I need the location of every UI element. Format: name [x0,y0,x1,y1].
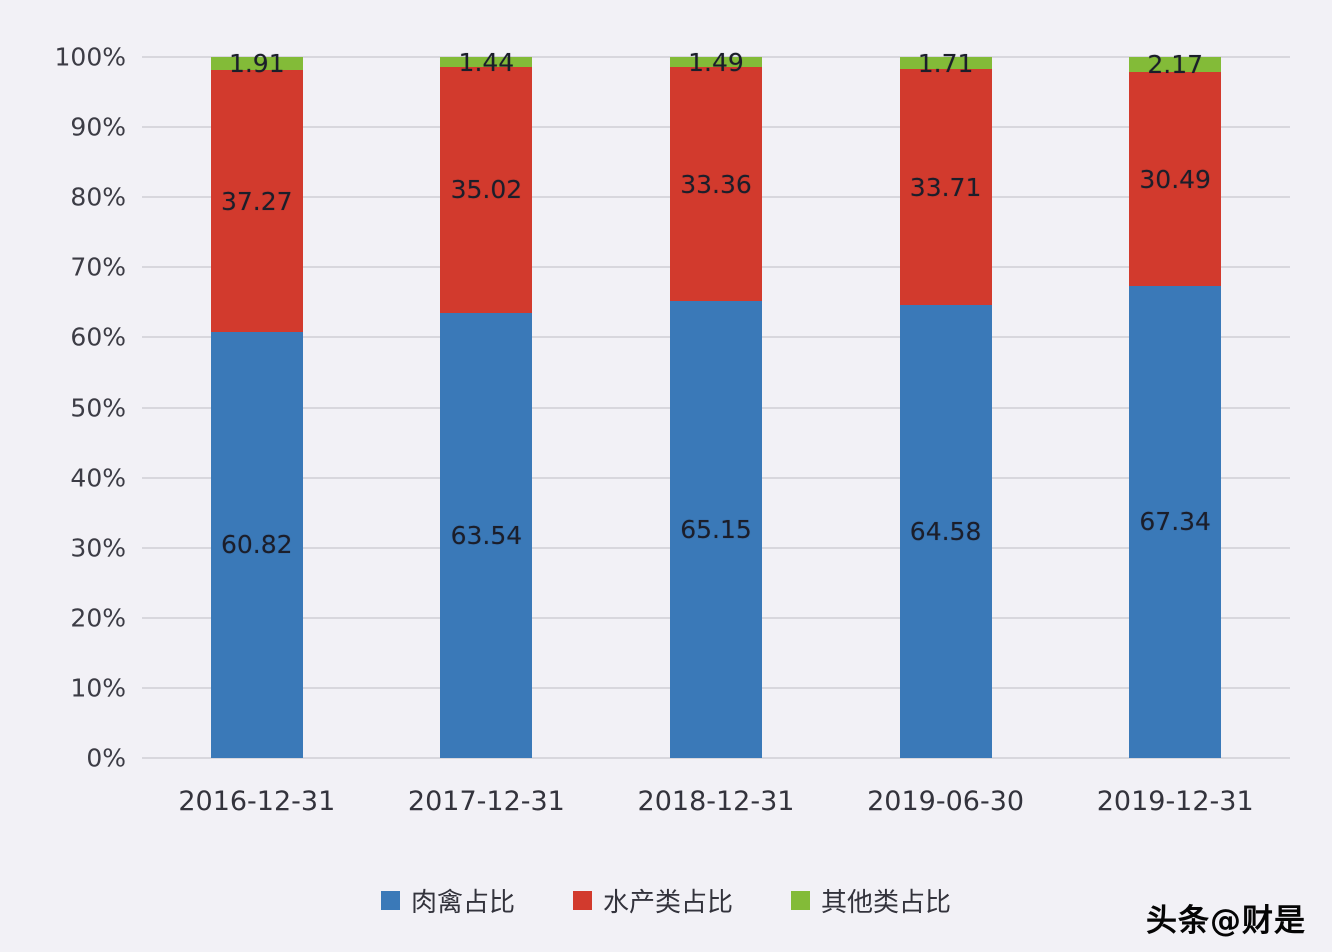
legend-item: 水产类占比 [572,882,733,919]
legend-swatch-icon [380,891,400,910]
x-tick-label: 2016-12-31 [178,786,336,817]
stacked-bar: 65.15 33.36 1.49 [669,48,762,758]
bar-value-label: 2.17 [1147,50,1204,80]
y-tick-label: 20% [70,603,126,633]
y-tick-label: 10% [70,673,126,703]
y-tick-label: 50% [70,393,126,422]
stacked-bar: 64.58 33.71 1.71 [899,49,992,758]
bar-segment: 37.27 [210,70,303,332]
legend-swatch-icon [572,891,592,910]
bar-value-label: 33.36 [680,169,752,199]
stacked-bar: 67.34 30.49 2.17 [1129,50,1222,758]
bar-value-label: 37.27 [221,186,293,216]
y-tick-label: 0% [86,743,126,773]
x-tick-label: 2018-12-31 [637,786,795,817]
bar-segment: 33.71 [899,69,992,306]
bar-segment: 64.58 [899,305,992,758]
legend-label: 水产类占比 [602,888,733,918]
legend-item: 肉禽占比 [380,882,515,919]
bar-value-label: 1.44 [458,47,515,77]
y-tick-label: 100% [54,42,126,72]
bar-value-label: 1.71 [917,48,974,78]
grid-line [142,757,1290,759]
stacked-bar: 63.54 35.02 1.44 [440,48,533,758]
bar-segment: 1.44 [440,48,533,77]
x-tick-label: 2019-06-30 [867,786,1025,817]
y-tick-label: 60% [70,322,126,352]
legend-label: 肉禽占比 [410,888,515,918]
bar-value-label: 63.54 [450,520,523,550]
legend-item: 其他类占比 [791,882,951,919]
legend-label: 其他类占比 [821,888,952,918]
bar-column: 65.15 33.36 1.49 [601,48,831,758]
x-tick-label: 2017-12-31 [407,786,565,817]
bar-segment: 60.82 [210,331,303,758]
y-tick-label: 70% [70,252,126,282]
y-tick-label: 80% [70,182,126,212]
legend-swatch-icon [791,891,810,910]
bar-segment: 65.15 [669,301,762,758]
bar-segment: 33.36 [669,67,762,302]
bar-value-label: 35.02 [450,175,523,205]
bar-segment: 1.91 [210,49,303,78]
bar-segment: 35.02 [440,67,533,313]
watermark: 头条@财是 [1146,903,1306,939]
bar-segment: 67.34 [1129,285,1222,758]
bar-segment: 2.17 [1129,50,1222,79]
y-tick-label: 90% [70,112,126,142]
bar-value-label: 64.58 [909,517,982,547]
bar-value-label: 67.34 [1139,507,1211,537]
bar-column: 64.58 33.71 1.71 [831,49,1061,758]
stacked-bar: 60.82 37.27 1.91 [210,49,303,758]
bar-value-label: 60.82 [221,530,293,560]
bar-value-label: 1.91 [228,49,285,79]
bar-segment: 30.49 [1129,72,1222,286]
bar-segment: 1.49 [669,48,762,77]
y-tick-label: 30% [70,533,126,563]
x-tick-label: 2019-12-31 [1096,786,1254,817]
bar-segment: 1.71 [899,49,992,78]
plot-area: 0% 10% 20% 30% 40% 50% 60% 70% 80% 90% 100% 60.82 37… [55,43,1290,817]
grid-line [142,56,1290,58]
bar-segment: 63.54 [440,312,533,758]
bar-column: 60.82 37.27 1.91 [142,49,372,758]
bar-column: 67.34 30.49 2.17 [1060,50,1290,758]
bar-value-label: 65.15 [680,515,752,545]
bar-value-label: 33.71 [909,172,982,202]
bar-value-label: 30.49 [1139,164,1211,194]
bar-column: 63.54 35.02 1.44 [372,48,602,758]
y-tick-label: 40% [70,463,126,493]
chart-legend: 肉禽占比 水产类占比 其他类占比 [0,882,1332,919]
bar-value-label: 1.49 [688,47,744,77]
